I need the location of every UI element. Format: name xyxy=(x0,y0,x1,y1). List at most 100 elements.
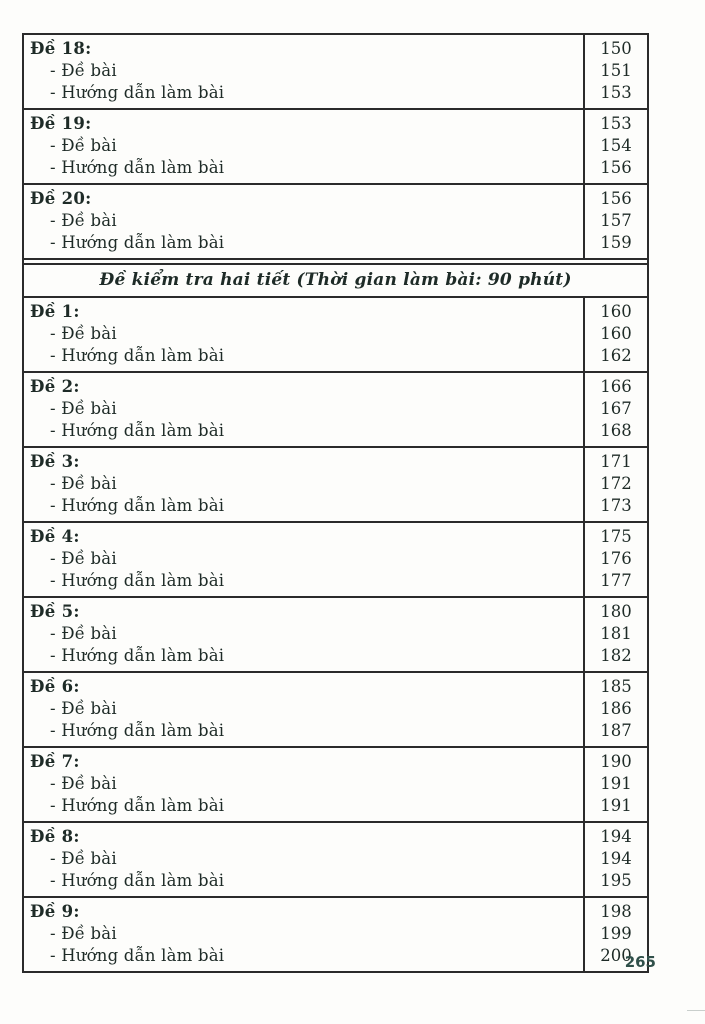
toc-page-ref: 160 xyxy=(600,324,632,343)
toc-entry-subitem: - Đề bài xyxy=(50,136,117,155)
toc-entry-pages: 166 167 168 xyxy=(583,373,647,446)
toc-entry-title: Đề 1: xyxy=(30,302,80,321)
toc-entry-subitem: - Hướng dẫn làm bài xyxy=(50,646,225,665)
toc-entry-pages: 198 199 200 xyxy=(583,898,647,971)
toc-page-ref: 156 xyxy=(600,158,632,177)
toc-entry-subitem: - Đề bài xyxy=(50,324,117,343)
toc-entry-row: Đề 19: - Đề bài - Hướng dẫn làm bài 153 … xyxy=(24,110,647,185)
toc-entry-labels: Đề 6: - Đề bài - Hướng dẫn làm bài xyxy=(24,673,583,746)
toc-entry-subitem: - Hướng dẫn làm bài xyxy=(50,571,225,590)
toc-page-ref: 166 xyxy=(600,377,632,396)
toc-page-ref: 200 xyxy=(600,946,632,965)
toc-page-ref: 173 xyxy=(600,496,632,515)
toc-page-ref: 168 xyxy=(600,421,632,440)
toc-entry-row: Đề 9: - Đề bài - Hướng dẫn làm bài 198 1… xyxy=(24,898,647,971)
toc-entry-subitem: - Đề bài xyxy=(50,399,117,418)
toc-entry-pages: 190 191 191 xyxy=(583,748,647,821)
toc-page-ref: 171 xyxy=(600,452,632,471)
toc-page-ref: 162 xyxy=(600,346,632,365)
toc-page-ref: 181 xyxy=(600,624,632,643)
toc-entry-row: Đề 18: - Đề bài - Hướng dẫn làm bài 150 … xyxy=(24,35,647,110)
toc-entry-labels: Đề 7: - Đề bài - Hướng dẫn làm bài xyxy=(24,748,583,821)
toc-entry-subitem: - Đề bài xyxy=(50,774,117,793)
toc-page-ref: 153 xyxy=(600,83,632,102)
toc-page-ref: 176 xyxy=(600,549,632,568)
toc-entry-labels: Đề 4: - Đề bài - Hướng dẫn làm bài xyxy=(24,523,583,596)
toc-entry-title: Đề 20: xyxy=(30,189,92,208)
toc-entry-title: Đề 8: xyxy=(30,827,80,846)
toc-page-ref: 160 xyxy=(600,302,632,321)
toc-entry-subitem: - Hướng dẫn làm bài xyxy=(50,496,225,515)
toc-entry-pages: 180 181 182 xyxy=(583,598,647,671)
toc-entry-title: Đề 7: xyxy=(30,752,80,771)
toc-entry-subitem: - Hướng dẫn làm bài xyxy=(50,158,225,177)
toc-entry-row: Đề 2: - Đề bài - Hướng dẫn làm bài 166 1… xyxy=(24,373,647,448)
scan-artifact-line xyxy=(687,1010,705,1011)
toc-page-ref: 191 xyxy=(600,796,632,815)
toc-page-ref: 186 xyxy=(600,699,632,718)
toc-page-ref: 159 xyxy=(600,233,632,252)
toc-page-ref: 182 xyxy=(600,646,632,665)
toc-page-ref: 157 xyxy=(600,211,632,230)
toc-entry-pages: 175 176 177 xyxy=(583,523,647,596)
toc-entry-row: Đề 20: - Đề bài - Hướng dẫn làm bài 156 … xyxy=(24,185,647,260)
toc-page-ref: 154 xyxy=(600,136,632,155)
toc-page-ref: 190 xyxy=(600,752,632,771)
toc-entry-labels: Đề 5: - Đề bài - Hướng dẫn làm bài xyxy=(24,598,583,671)
toc-entry-title: Đề 18: xyxy=(30,39,92,58)
toc-page-ref: 177 xyxy=(600,571,632,590)
toc-entry-subitem: - Hướng dẫn làm bài xyxy=(50,796,225,815)
toc-entry-title: Đề 9: xyxy=(30,902,80,921)
toc-entry-pages: 160 160 162 xyxy=(583,298,647,371)
toc-entry-subitem: - Hướng dẫn làm bài xyxy=(50,871,225,890)
toc-page-ref: 151 xyxy=(600,61,632,80)
toc-entry-subitem: - Đề bài xyxy=(50,849,117,868)
toc-entry-subitem: - Đề bài xyxy=(50,699,117,718)
toc-entry-subitem: - Đề bài xyxy=(50,474,117,493)
toc-entry-pages: 150 151 153 xyxy=(583,35,647,108)
toc-entry-labels: Đề 9: - Đề bài - Hướng dẫn làm bài xyxy=(24,898,583,971)
toc-entry-subitem: - Hướng dẫn làm bài xyxy=(50,233,225,252)
toc-page-ref: 194 xyxy=(600,827,632,846)
toc-entry-subitem: - Hướng dẫn làm bài xyxy=(50,83,225,102)
toc-page-ref: 167 xyxy=(600,399,632,418)
toc-entry-row: Đề 1: - Đề bài - Hướng dẫn làm bài 160 1… xyxy=(24,298,647,373)
toc-entry-title: Đề 5: xyxy=(30,602,80,621)
toc-entry-subitem: - Hướng dẫn làm bài xyxy=(50,946,225,965)
toc-page-ref: 172 xyxy=(600,474,632,493)
toc-entry-row: Đề 3: - Đề bài - Hướng dẫn làm bài 171 1… xyxy=(24,448,647,523)
toc-page-ref: 153 xyxy=(600,114,632,133)
toc-entry-subitem: - Đề bài xyxy=(50,211,117,230)
toc-entry-labels: Đề 2: - Đề bài - Hướng dẫn làm bài xyxy=(24,373,583,446)
toc-page-ref: 194 xyxy=(600,849,632,868)
toc-page-ref: 185 xyxy=(600,677,632,696)
toc-entry-labels: Đề 3: - Đề bài - Hướng dẫn làm bài xyxy=(24,448,583,521)
toc-entry-labels: Đề 20: - Đề bài - Hướng dẫn làm bài xyxy=(24,185,583,258)
toc-entry-pages: 153 154 156 xyxy=(583,110,647,183)
toc-entry-pages: 194 194 195 xyxy=(583,823,647,896)
toc-entry-subitem: - Đề bài xyxy=(50,549,117,568)
toc-entry-title: Đề 4: xyxy=(30,527,80,546)
toc-page-ref: 187 xyxy=(600,721,632,740)
toc-entry-title: Đề 19: xyxy=(30,114,92,133)
toc-page-ref: 195 xyxy=(600,871,632,890)
page-number: 265 xyxy=(624,953,656,971)
toc-entry-row: Đề 6: - Đề bài - Hướng dẫn làm bài 185 1… xyxy=(24,673,647,748)
toc-entry-row: Đề 5: - Đề bài - Hướng dẫn làm bài 180 1… xyxy=(24,598,647,673)
toc-table: Đề 18: - Đề bài - Hướng dẫn làm bài 150 … xyxy=(22,33,649,973)
toc-entry-labels: Đề 18: - Đề bài - Hướng dẫn làm bài xyxy=(24,35,583,108)
toc-entry-subitem: - Hướng dẫn làm bài xyxy=(50,721,225,740)
toc-page-ref: 198 xyxy=(600,902,632,921)
toc-entry-pages: 171 172 173 xyxy=(583,448,647,521)
toc-entry-pages: 185 186 187 xyxy=(583,673,647,746)
toc-page-ref: 150 xyxy=(600,39,632,58)
toc-entry-labels: Đề 1: - Đề bài - Hướng dẫn làm bài xyxy=(24,298,583,371)
toc-entry-subitem: - Hướng dẫn làm bài xyxy=(50,421,225,440)
toc-entry-subitem: - Đề bài xyxy=(50,61,117,80)
toc-page-ref: 191 xyxy=(600,774,632,793)
toc-entry-labels: Đề 19: - Đề bài - Hướng dẫn làm bài xyxy=(24,110,583,183)
toc-page-ref: 175 xyxy=(600,527,632,546)
toc-entry-pages: 156 157 159 xyxy=(583,185,647,258)
toc-entry-subitem: - Đề bài xyxy=(50,624,117,643)
toc-entry-title: Đề 6: xyxy=(30,677,80,696)
